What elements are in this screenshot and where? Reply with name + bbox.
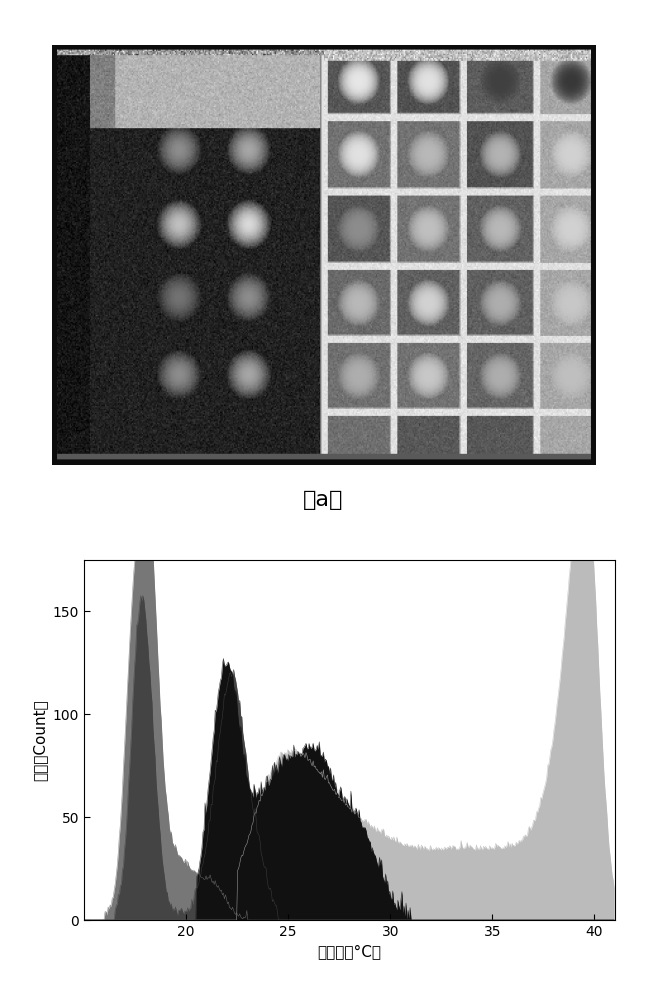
- Y-axis label: 频数（Count）: 频数（Count）: [32, 699, 47, 781]
- Text: （a）: （a）: [303, 490, 344, 510]
- X-axis label: 温度値（°C）: 温度値（°C）: [318, 944, 381, 959]
